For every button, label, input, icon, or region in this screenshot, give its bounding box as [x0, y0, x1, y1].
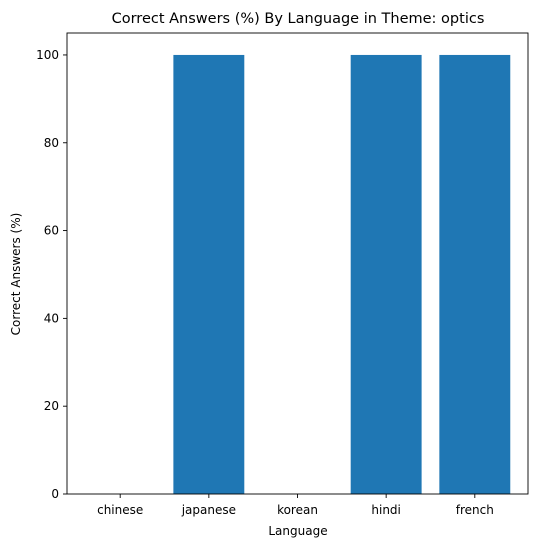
chart-title: Correct Answers (%) By Language in Theme… [112, 11, 485, 27]
x-tick-label-japanese: japanese [181, 503, 236, 517]
bar-japanese [173, 54, 245, 494]
y-tick-label: 20 [44, 399, 59, 413]
y-tick-label: 0 [51, 487, 59, 501]
x-tick-label-chinese: chinese [97, 503, 143, 517]
x-tick-label-korean: korean [277, 503, 318, 517]
y-tick-label: 100 [36, 48, 59, 62]
y-axis-label: Correct Answers (%) [9, 213, 23, 336]
x-tick-label-french: french [456, 503, 494, 517]
y-tick-label: 60 [44, 224, 59, 238]
bar-hindi [350, 54, 422, 494]
x-tick-label-hindi: hindi [371, 503, 401, 517]
bar-french [439, 54, 511, 494]
plot-area: 0 20 40 60 80 100 chinese japanese korean hindi fr… [36, 32, 529, 517]
y-tick-label: 40 [44, 311, 59, 325]
x-axis-label: Language [268, 524, 327, 538]
y-tick-label: 80 [44, 136, 59, 150]
